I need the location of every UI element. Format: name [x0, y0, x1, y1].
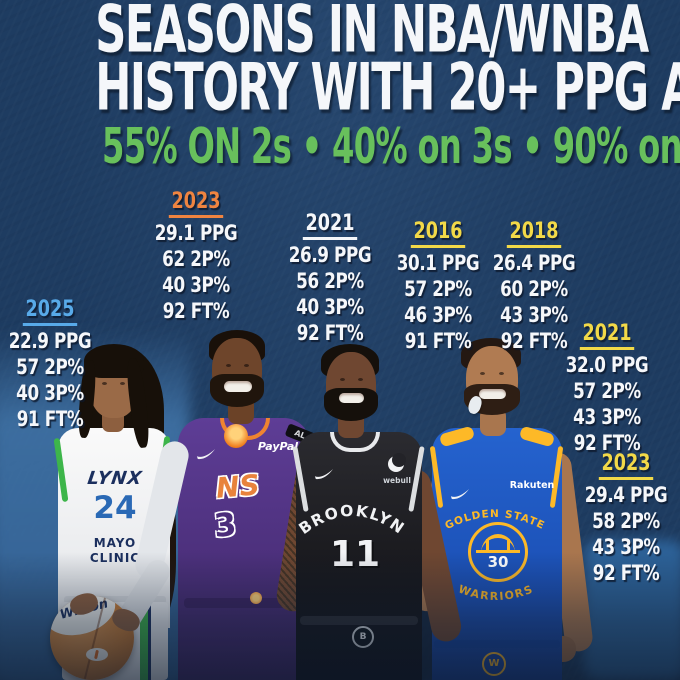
stat-2p: 58 2P%: [592, 509, 660, 533]
stat-ft: 91 FT%: [16, 407, 84, 431]
durant-hair: [209, 330, 265, 362]
curry-eye: [499, 372, 504, 375]
stat-year: 2021: [274, 212, 386, 240]
stat-3p: 40 3P%: [16, 381, 84, 405]
durant-neck-trim: [220, 418, 270, 440]
durant-beard: [210, 374, 264, 407]
curry-eye: [480, 372, 485, 375]
stat-3p: 46 3P%: [404, 303, 472, 327]
stat-block-curry-2021: 2021 32.0 PPG 57 2P% 43 3P% 92 FT%: [551, 322, 663, 456]
nike-swoosh-icon: [314, 469, 334, 480]
stat-year: 2021: [551, 322, 663, 350]
headline-line1: SEASONS IN NBA/WNBA: [95, 0, 649, 68]
durant-eye: [226, 364, 231, 367]
nike-swoosh-icon: [196, 449, 216, 460]
bridge-tower: [507, 539, 510, 550]
stat-year: 2023: [140, 190, 252, 218]
irving-neck-trim: [330, 432, 380, 452]
irving-eye: [340, 378, 345, 381]
stat-2p: 57 2P%: [573, 379, 641, 403]
durant-jersey-wordmark: NS: [214, 468, 261, 505]
durant-eye: [244, 364, 249, 367]
stat-ft: 91 FT%: [404, 329, 472, 353]
irving-beard: [324, 388, 378, 421]
irving-team-arc-text: BROOKLYN: [296, 502, 409, 538]
stat-ft: 92 FT%: [592, 561, 660, 585]
nike-swoosh-icon: [450, 489, 470, 500]
curry-strap-left: [438, 425, 476, 448]
crescent-moon-logo: [388, 456, 404, 472]
durant-neck: [228, 394, 254, 424]
bridge-tower: [486, 539, 489, 550]
stat-ft: 92 FT%: [296, 321, 364, 345]
crescent-moon-cutout: [392, 453, 406, 467]
stat-2p: 62 2P%: [162, 247, 230, 271]
curry-beard: [464, 384, 520, 415]
svg-text:BROOKLYN: BROOKLYN: [296, 502, 409, 538]
durant-smile: [224, 381, 252, 392]
headline-line2: HISTORY WITH 20+ PPG AND: [95, 50, 680, 126]
stat-year: 2025: [0, 298, 106, 326]
curry-arc-top-text: GOLDEN STATE: [443, 508, 547, 532]
curry-face: [466, 346, 518, 412]
stat-ft: 92 FT%: [573, 431, 641, 455]
paypal-sponsor-patch: PayPal: [257, 440, 299, 453]
irving-smile: [339, 393, 364, 403]
stat-ppg: 26.9 PPG: [288, 243, 372, 267]
irving-armhole-left: [292, 446, 309, 512]
stat-ppg: 26.4 PPG: [492, 251, 576, 275]
durant-shoulder-patch: AL: [284, 423, 316, 446]
stat-year: 2018: [478, 220, 590, 248]
stat-ppg: 30.1 PPG: [396, 251, 480, 275]
webull-patch: webull: [383, 476, 411, 485]
stat-3p: 40 3P%: [162, 273, 230, 297]
stat-ft: 92 FT%: [162, 299, 230, 323]
year-label: 2025: [23, 298, 77, 326]
svg-text:GOLDEN STATE: GOLDEN STATE: [443, 508, 547, 532]
year-label: 2016: [411, 220, 465, 248]
stat-block-irving-2021: 2021 26.9 PPG 56 2P% 40 3P% 92 FT%: [274, 212, 386, 346]
irving-armhole-right: [408, 446, 425, 512]
stat-block-collier-2025: 2025 22.9 PPG 57 2P% 40 3P% 91 FT%: [0, 298, 106, 432]
stat-2p: 56 2P%: [296, 269, 364, 293]
irving-hair: [321, 344, 379, 378]
irving-neck: [338, 408, 364, 438]
stat-3p: 43 3P%: [500, 303, 568, 327]
stat-3p: 43 3P%: [592, 535, 660, 559]
stat-3p: 40 3P%: [296, 295, 364, 319]
curry-strap-right: [518, 425, 556, 448]
stat-block-curry-2023: 2023 29.4 PPG 58 2P% 43 3P% 92 FT%: [570, 452, 680, 586]
stat-ppg: 32.0 PPG: [565, 353, 649, 377]
curry-smile: [479, 389, 506, 399]
stat-year: 2023: [570, 452, 680, 480]
bridge-arch: [481, 534, 515, 553]
irving-eye: [358, 378, 363, 381]
stat-3p: 43 3P%: [573, 405, 641, 429]
headline-criteria: 55% ON 2s • 40% on 3s • 90% on FTs: [102, 117, 680, 175]
year-label: 2021: [580, 322, 634, 350]
suns-sunburst-logo: [224, 424, 248, 448]
irving-face: [326, 352, 376, 418]
stat-block-2016: 2016 30.1 PPG 57 2P% 46 3P% 91 FT%: [382, 220, 494, 354]
stat-2p: 57 2P%: [16, 355, 84, 379]
year-label: 2023: [599, 452, 653, 480]
year-label: 2018: [507, 220, 561, 248]
stat-block-durant-2023: 2023 29.1 PPG 62 2P% 40 3P% 92 FT%: [140, 190, 252, 324]
rakuten-sponsor-patch: Rakuten: [509, 480, 555, 491]
stat-2p: 57 2P%: [404, 277, 472, 301]
year-label: 2021: [303, 212, 357, 240]
stat-ppg: 22.9 PPG: [8, 329, 92, 353]
curry-neck: [480, 408, 506, 436]
stat-ppg: 29.1 PPG: [154, 221, 238, 245]
curry-mouthguard: [466, 394, 484, 416]
curry-armhole-left: [429, 445, 444, 509]
stat-ppg: 29.4 PPG: [584, 483, 668, 507]
stat-2p: 60 2P%: [500, 277, 568, 301]
stat-year: 2016: [382, 220, 494, 248]
durant-face: [212, 338, 262, 402]
year-label: 2023: [169, 190, 223, 218]
durant-jersey-number: 3: [212, 505, 238, 545]
